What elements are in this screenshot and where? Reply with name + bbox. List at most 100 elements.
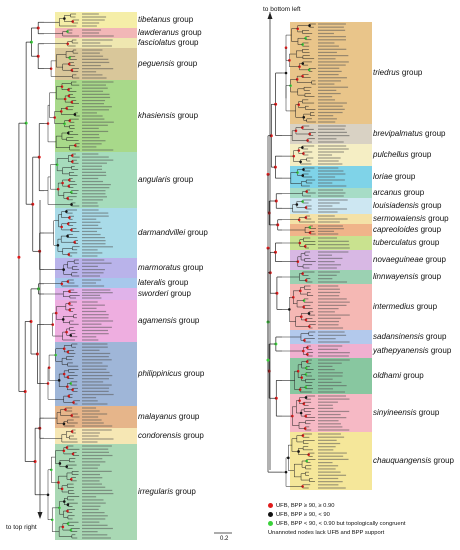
support-node: [298, 388, 302, 391]
clade-subtree: [282, 189, 346, 197]
tip-label: [82, 199, 103, 201]
tip-label: [318, 372, 343, 374]
tip-label: [82, 16, 107, 18]
tip-label: [82, 202, 98, 204]
tip-label: [82, 534, 108, 536]
tip-label: [82, 275, 101, 277]
tip-label: [318, 261, 335, 263]
tip-label: [82, 259, 105, 261]
support-node: [297, 218, 301, 222]
tip-label: [318, 32, 334, 35]
tip-label: [318, 192, 346, 194]
support-node: [300, 376, 304, 379]
tip-label: [82, 304, 105, 306]
tip-label: [82, 230, 98, 233]
tip-label: [318, 436, 345, 438]
tip-label: [82, 499, 104, 501]
tip-label: [82, 243, 106, 245]
tip-label: [82, 413, 108, 415]
tip-label: [318, 311, 335, 313]
tip-label: [318, 304, 347, 306]
clade-subtree: [44, 153, 114, 207]
tip-label: [318, 471, 341, 473]
tip-label: [82, 483, 102, 485]
tip-label: [318, 487, 346, 489]
tip-label: [318, 291, 341, 294]
support-node: [301, 434, 305, 437]
clade-subtree: [44, 343, 114, 405]
tip-label: [82, 49, 103, 51]
group-label-louisiadensis: louisiadensis group: [373, 201, 442, 210]
clade-subtree: [282, 125, 350, 143]
tip-label: [82, 492, 114, 495]
clade-subtree: [44, 301, 114, 341]
tip-label: [318, 26, 344, 28]
tip-label: [318, 225, 343, 227]
tip-label: [82, 292, 113, 294]
tip-label: [318, 58, 336, 60]
tip-label: [82, 374, 113, 377]
group-label-agamensis: agamensis group: [138, 316, 200, 325]
tip-label: [318, 446, 336, 448]
tip-label: [82, 282, 97, 284]
tip-label: [318, 404, 333, 406]
tip-label: [318, 233, 339, 235]
group-label-loriae: loriae group: [373, 172, 416, 181]
group-label-linnwayensis: linnwayensis group: [373, 272, 442, 281]
support-node: [304, 206, 308, 209]
tip-label: [82, 32, 100, 34]
tip-label: [318, 413, 341, 416]
clade-subtree: [282, 23, 349, 123]
tip-label: [82, 112, 97, 114]
to-top-right-label: to top right: [6, 524, 37, 531]
support-node: [298, 399, 301, 402]
tip-label: [318, 375, 343, 377]
support-node: [301, 146, 304, 149]
tip-label: [82, 518, 106, 520]
clade-subtree: [282, 345, 350, 357]
tip-label: [82, 262, 112, 264]
tip-label: [318, 334, 347, 336]
tip-label: [82, 165, 103, 167]
tip-label: [82, 470, 112, 472]
group-label-sworderi: sworderi group: [138, 289, 191, 298]
support-node: [301, 174, 305, 177]
legend-row-black: UFB, BPP ≥ 90, < 90: [268, 512, 330, 518]
tip-label: [318, 423, 341, 425]
tip-label: [318, 48, 347, 50]
tip-label: [82, 55, 104, 57]
tip-label: [318, 157, 341, 159]
tip-label: [318, 237, 338, 239]
tip-label: [82, 458, 103, 460]
support-node: [291, 414, 294, 418]
group-label-philippinicus: philippinicus group: [138, 369, 205, 378]
tip-label: [82, 365, 108, 367]
black-dot-icon: [268, 512, 273, 517]
tip-label: [82, 346, 108, 348]
tip-label: [82, 269, 105, 271]
support-node: [304, 216, 308, 219]
tip-label: [318, 468, 336, 470]
group-label-sermowaiensis: sermowaiensis group: [373, 214, 449, 223]
legend-note: Unannoted nodes lack UFB and BPP support: [268, 530, 385, 536]
tip-label: [82, 109, 109, 111]
tip-label: [318, 398, 350, 400]
tip-label: [82, 326, 112, 328]
tip-label: [82, 362, 103, 364]
tip-label: [82, 531, 98, 533]
tip-label: [318, 215, 335, 217]
tip-label: [82, 246, 113, 248]
tip-label: [318, 355, 349, 357]
tip-label: [318, 111, 343, 114]
tip-label: [82, 486, 106, 488]
tip-label: [82, 84, 106, 86]
group-label-arcanus: arcanus group: [373, 188, 425, 197]
tip-label: [318, 271, 340, 273]
tip-label: [82, 42, 101, 44]
tip-label: [82, 71, 97, 73]
tip-label: [318, 73, 339, 76]
tip-label: [318, 118, 337, 120]
tip-label: [318, 80, 342, 82]
group-label-brevipalmatus: brevipalmatus group: [373, 129, 446, 138]
tip-label: [82, 289, 111, 291]
